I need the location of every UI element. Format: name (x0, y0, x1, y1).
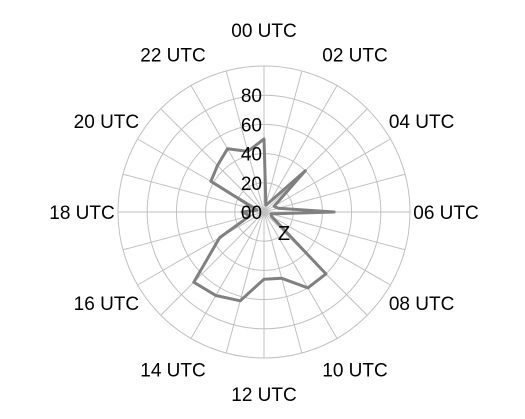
hour-label: 08 UTC (389, 294, 454, 315)
grid-spoke (263, 85, 338, 213)
hour-label: 02 UTC (322, 45, 387, 66)
hour-label: 18 UTC (49, 203, 114, 224)
hour-label: 20 UTC (74, 112, 139, 133)
grid-spoke (263, 138, 391, 213)
radial-tick-label: 20 (241, 174, 262, 195)
grid-spoke (263, 108, 368, 213)
hour-label: 14 UTC (140, 361, 205, 382)
hour-labels: 00 UTC 02 UTC 04 UTC 06 UTC 08 UTC 10 UTC 12 U… (49, 21, 478, 406)
center-label: Z (278, 223, 290, 245)
grid-spoke (263, 211, 338, 339)
grid-spoke (122, 173, 265, 213)
grid-spoke (263, 173, 406, 213)
grid-spoke (225, 211, 265, 354)
radial-tick-label: 80 (241, 86, 262, 107)
radar-grid (117, 65, 411, 359)
grid-spoke (263, 211, 391, 286)
hour-label: 10 UTC (322, 361, 387, 382)
grid-spoke (263, 211, 303, 354)
grid-spoke (263, 211, 406, 251)
radial-tick-label: 00 (241, 203, 262, 224)
hour-label: 00 UTC (231, 21, 296, 42)
hour-label: 16 UTC (74, 294, 139, 315)
radial-axis: 00 20 40 60 80 (241, 86, 262, 224)
hour-label: 12 UTC (231, 385, 296, 406)
series-line (192, 137, 336, 303)
hour-label: 22 UTC (140, 45, 205, 66)
hour-label: 04 UTC (389, 112, 454, 133)
grid-spoke (225, 70, 265, 213)
hour-label: 06 UTC (413, 203, 478, 224)
grid-spoke (190, 211, 265, 339)
radial-tick-label: 60 (241, 115, 262, 136)
series-layer (192, 137, 336, 303)
grid-spoke (122, 211, 265, 251)
grid-spoke (263, 70, 303, 213)
grid-spoke (160, 211, 265, 316)
grid-spoke (160, 108, 265, 213)
radial-tick-label: 40 (241, 145, 262, 166)
grid-spoke (137, 211, 265, 286)
